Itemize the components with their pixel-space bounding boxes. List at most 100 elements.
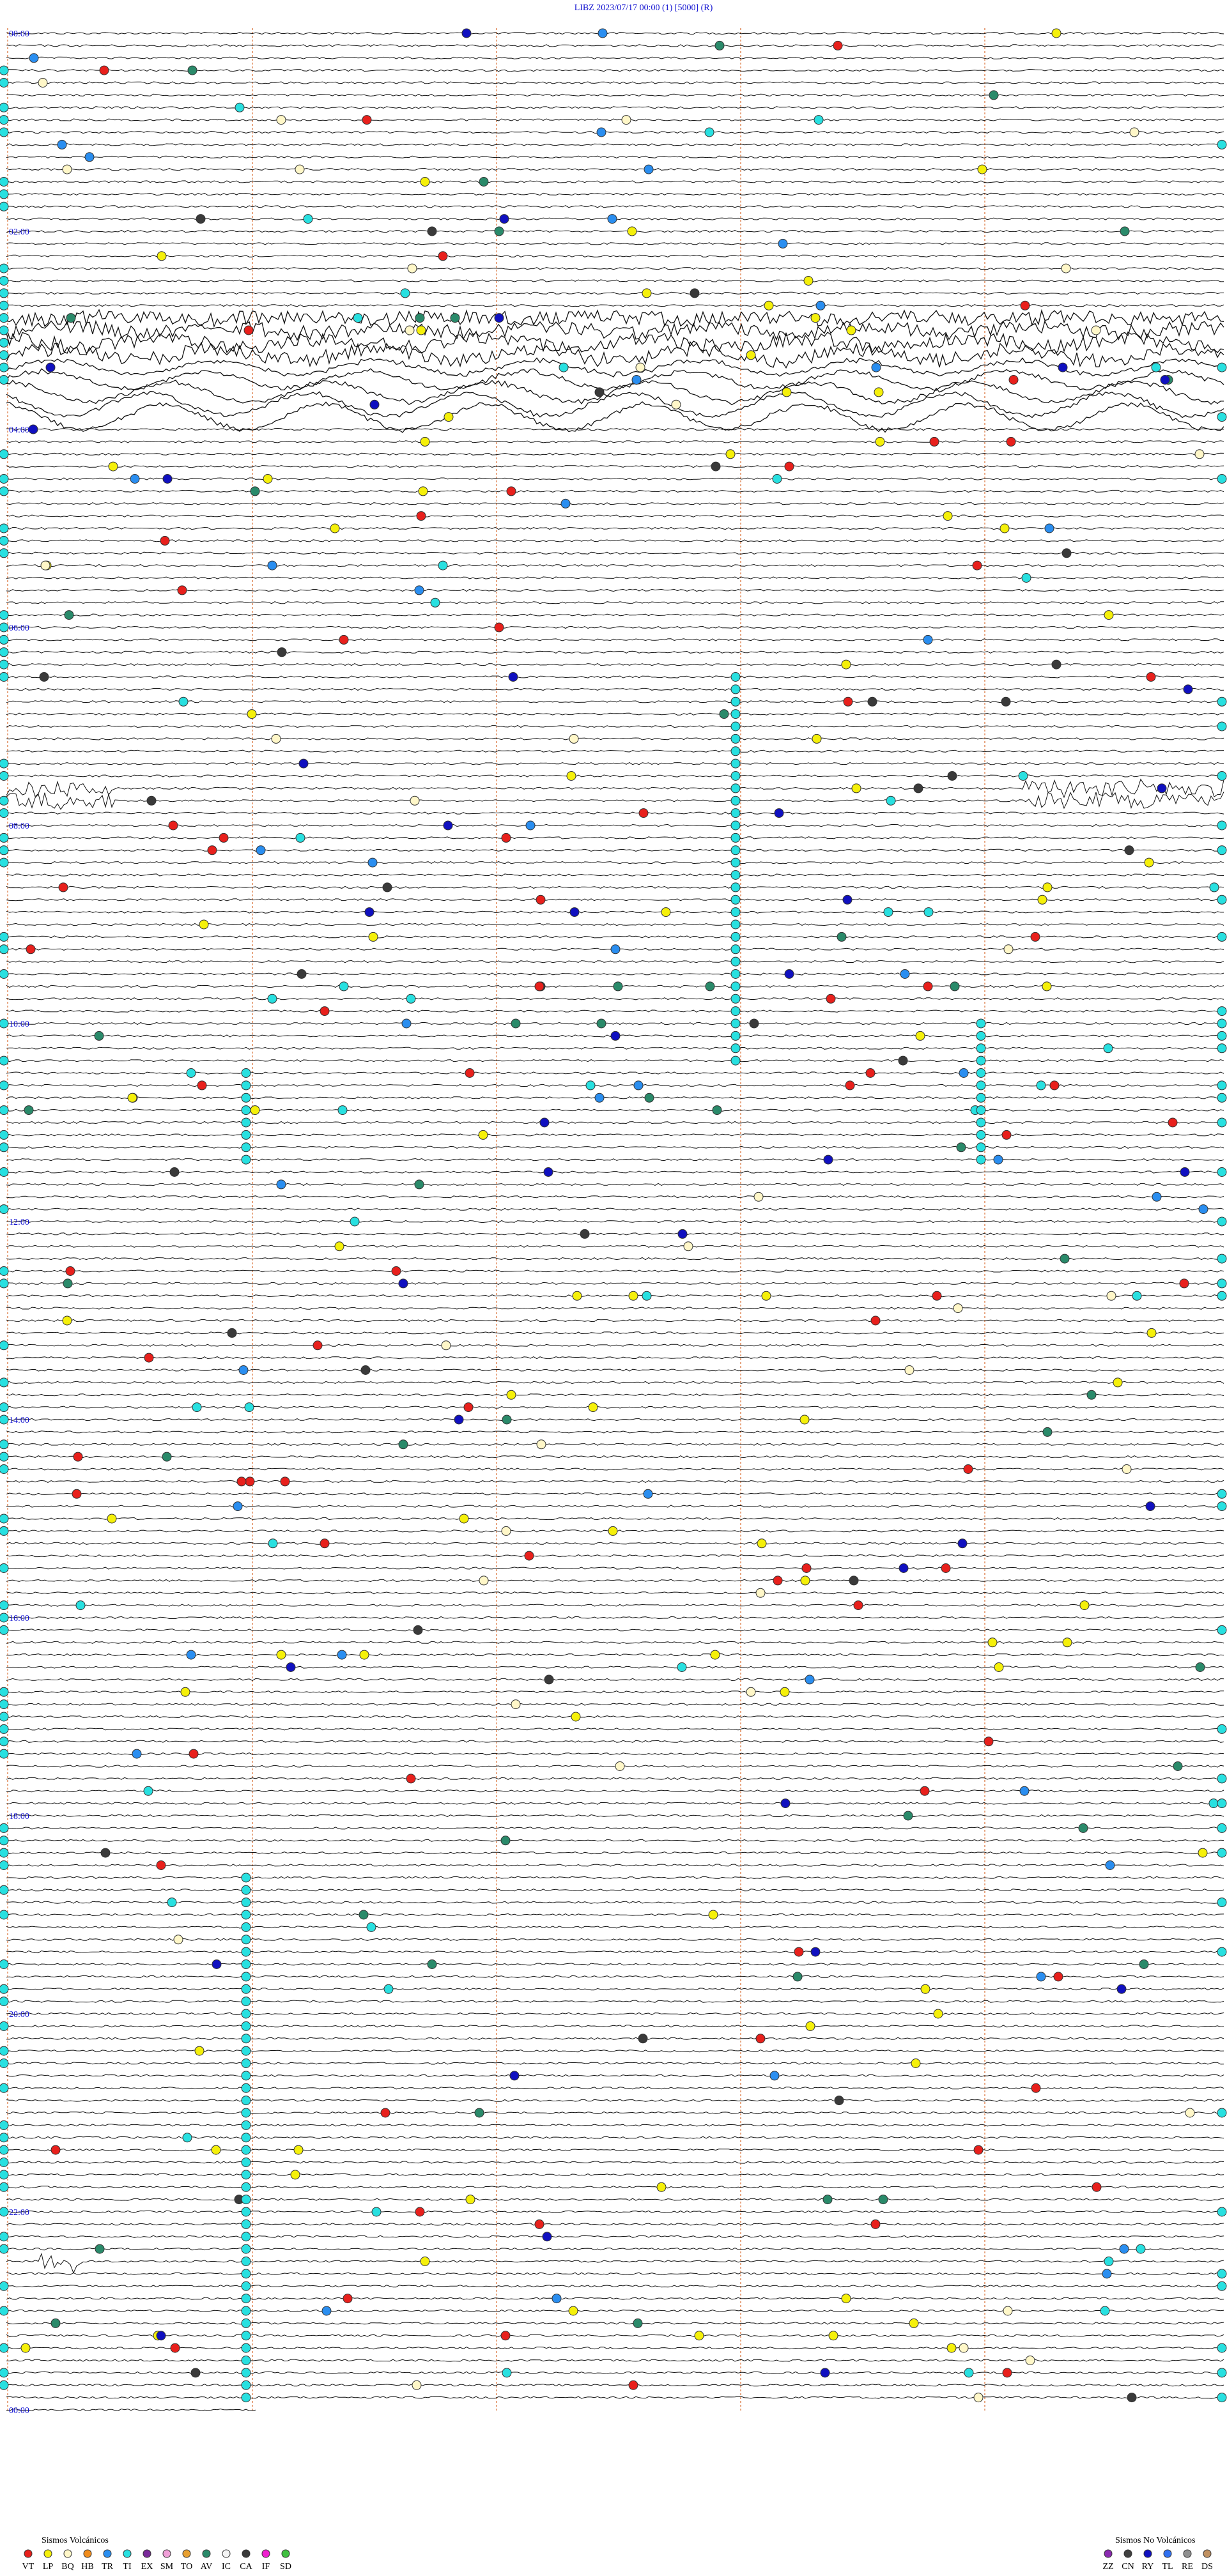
legend-code: IF [262, 2562, 270, 2572]
event-marker [725, 449, 736, 459]
event-marker [764, 300, 774, 310]
event-marker [572, 1291, 582, 1301]
event-marker [544, 1675, 554, 1685]
event-marker [1078, 1823, 1088, 1833]
trace [6, 1703, 1224, 1706]
event-marker [143, 1786, 153, 1796]
legend-code: EX [141, 2562, 153, 2572]
event-marker [780, 1687, 790, 1697]
trace [6, 1740, 1224, 1743]
event-marker [0, 276, 9, 286]
event-marker [719, 709, 729, 719]
trace [6, 1319, 1224, 1322]
event-marker [509, 2071, 520, 2081]
event-marker [730, 820, 741, 831]
trace [6, 2223, 1224, 2226]
event-marker [1102, 2269, 1112, 2279]
event-marker [642, 288, 652, 298]
event-marker [39, 672, 49, 682]
event-marker [0, 1910, 9, 1920]
event-marker [241, 1080, 251, 1091]
event-marker [708, 1910, 718, 1920]
event-marker [0, 115, 9, 125]
event-marker [0, 1402, 9, 1413]
event-marker [810, 313, 821, 323]
trace [6, 1839, 1224, 1842]
legend-swatch [83, 2549, 92, 2558]
event-marker [0, 1340, 9, 1351]
event-marker [1145, 1501, 1155, 1512]
event-marker [350, 1216, 360, 1227]
event-marker [730, 746, 741, 756]
trace [6, 1851, 1224, 1855]
event-marker [430, 597, 440, 608]
event-marker [0, 1414, 9, 1425]
event-marker [479, 1575, 489, 1586]
event-marker [878, 2195, 888, 2205]
time-label: 20:00 [9, 2010, 29, 2020]
event-marker [1217, 2269, 1227, 2279]
trace [6, 1554, 1224, 1558]
event-marker [108, 461, 118, 471]
event-marker [293, 2145, 304, 2155]
time-labels: 00:00 02:00 04:00 06:00 08:00 10:00 12:00 14:00… [9, 29, 29, 2416]
event-marker [1003, 2306, 1013, 2316]
trace [6, 1406, 1224, 1409]
event-marker [241, 2393, 251, 2403]
event-marker [1183, 684, 1193, 694]
event-marker [271, 733, 281, 744]
trace [6, 1604, 1224, 1607]
event-marker [303, 214, 313, 224]
event-marker [874, 387, 884, 397]
event-marker [805, 1675, 815, 1685]
trace [6, 1653, 1224, 1657]
event-marker [822, 2195, 833, 2205]
trace [6, 2334, 1224, 2337]
event-marker [241, 2244, 251, 2254]
event-marker [0, 1625, 9, 1635]
trace [6, 1876, 1224, 1879]
event-marker [1001, 1130, 1012, 1140]
event-marker [976, 1117, 986, 1128]
event-marker [976, 1080, 986, 1091]
event-marker [182, 2133, 192, 2143]
event-marker [236, 1476, 247, 1487]
event-marker [610, 944, 621, 954]
trace [6, 341, 1224, 369]
event-marker [633, 1080, 644, 1091]
event-marker [369, 399, 380, 410]
event-marker [746, 350, 756, 360]
trace [6, 2062, 1224, 2065]
legend-swatch [1123, 2549, 1132, 2558]
event-marker [559, 362, 569, 372]
event-marker [0, 2244, 9, 2254]
event-marker [178, 696, 189, 707]
legend-code: CA [240, 2562, 252, 2572]
event-marker [730, 795, 741, 806]
event-marker [0, 944, 9, 954]
event-marker [730, 919, 741, 930]
trace [6, 31, 1224, 35]
trace [6, 1443, 1224, 1446]
event-marker [1217, 1278, 1227, 1289]
event-marker [812, 733, 822, 744]
trace [6, 1381, 1224, 1384]
trace [6, 1542, 1224, 1545]
event-marker [241, 1873, 251, 1883]
event-marker [0, 832, 9, 843]
event-marker [0, 1018, 9, 1029]
event-marker [1217, 1254, 1227, 1264]
event-marker [870, 1315, 881, 1326]
event-marker [0, 1736, 9, 1747]
event-marker [0, 189, 9, 199]
event-marker [241, 1897, 251, 1908]
trace [6, 2111, 1224, 2115]
event-marker [1146, 1328, 1157, 1338]
event-marker [1060, 1254, 1070, 1264]
event-marker [241, 2343, 251, 2353]
event-marker [1122, 1464, 1132, 1474]
event-marker [712, 1105, 722, 1116]
event-marker [1042, 981, 1052, 992]
legend-swatch [63, 2549, 72, 2558]
